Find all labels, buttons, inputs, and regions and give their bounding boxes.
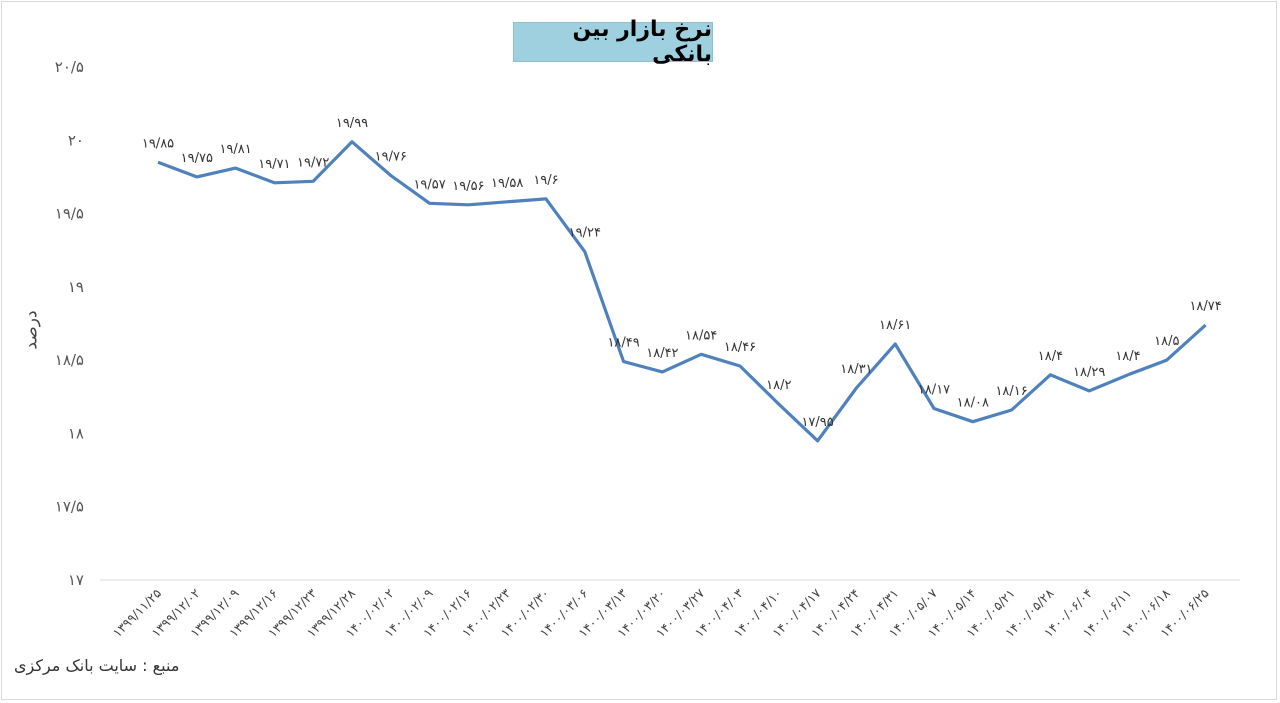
y-tick-label: ۱۸/۵: [55, 351, 84, 369]
data-label: ۱۹/۵۶: [452, 179, 484, 194]
data-label: ۱۹/۷۱: [258, 157, 290, 172]
data-label: ۱۸/۳۱: [840, 362, 872, 377]
y-tick-label: ۲۰/۵: [55, 58, 84, 76]
y-tick-label: ۱۷: [68, 571, 84, 589]
data-label: ۱۸/۷۴: [1189, 299, 1221, 314]
data-label: ۱۸/۶۱: [879, 318, 911, 333]
data-label: ۱۸/۵۴: [685, 328, 717, 343]
data-label: ۱۹/۹۹: [336, 116, 368, 131]
data-label: ۱۹/۸۱: [219, 142, 251, 157]
data-labels: ۱۹/۸۵ ۱۹/۷۵ ۱۹/۸۱ ۱۹/۷۱ ۱۹/۷۲ ۱۹/۹۹ ۱۹/۷۶ ۱۹/۵۷…: [142, 116, 1222, 430]
data-label: ۱۸/۲۹: [1073, 365, 1105, 380]
source-note: منبع : سایت بانک مرکزی: [14, 656, 180, 675]
y-ticks: ۱۷ ۱۷/۵ ۱۸ ۱۸/۵ ۱۹ ۱۹/۵ ۲۰ ۲۰/۵: [55, 58, 84, 589]
data-label: ۱۹/۷۶: [375, 149, 407, 164]
data-label: ۱۹/۸۵: [142, 136, 174, 151]
data-label: ۱۸/۲: [766, 378, 791, 393]
data-label: ۱۹/۷۲: [297, 155, 329, 170]
y-tick-label: ۱۹/۵: [55, 205, 84, 223]
data-label: ۱۹/۵۷: [413, 177, 445, 192]
data-label: ۱۹/۶: [533, 173, 558, 188]
data-label: ۱۸/۴۶: [724, 340, 756, 355]
data-label: ۱۸/۱۷: [918, 383, 950, 398]
series-line: [157, 140, 1207, 443]
data-label: ۱۷/۹۵: [801, 415, 833, 430]
chart-title-box: نرخ بازار بین بانکی: [513, 17, 713, 67]
chart-title: نرخ بازار بین بانکی: [572, 17, 712, 67]
data-label: ۱۹/۷۵: [181, 151, 213, 166]
y-tick-label: ۱۷/۵: [55, 498, 84, 516]
y-tick-label: ۲۰: [68, 131, 84, 149]
data-label: ۱۸/۴۹: [607, 336, 639, 351]
data-label: ۱۹/۵۸: [491, 176, 523, 191]
data-label: ۱۸/۴: [1115, 349, 1140, 364]
data-label: ۱۸/۴۲: [646, 346, 678, 361]
data-label: ۱۸/۴: [1038, 349, 1063, 364]
data-label: ۱۹/۲۴: [569, 226, 601, 241]
y-tick-label: ۱۸: [68, 424, 84, 442]
data-label: ۱۸/۵: [1154, 334, 1179, 349]
x-ticks: ۱۳۹۹/۱۱/۲۵۱۳۹۹/۱۲/۰۲۱۳۹۹/۱۲/۰۹۱۳۹۹/۱۲/۱۶…: [110, 585, 1212, 640]
data-label: ۱۸/۰۸: [957, 396, 989, 411]
y-tick-label: ۱۹: [68, 278, 84, 296]
data-label: ۱۸/۱۶: [995, 384, 1027, 399]
